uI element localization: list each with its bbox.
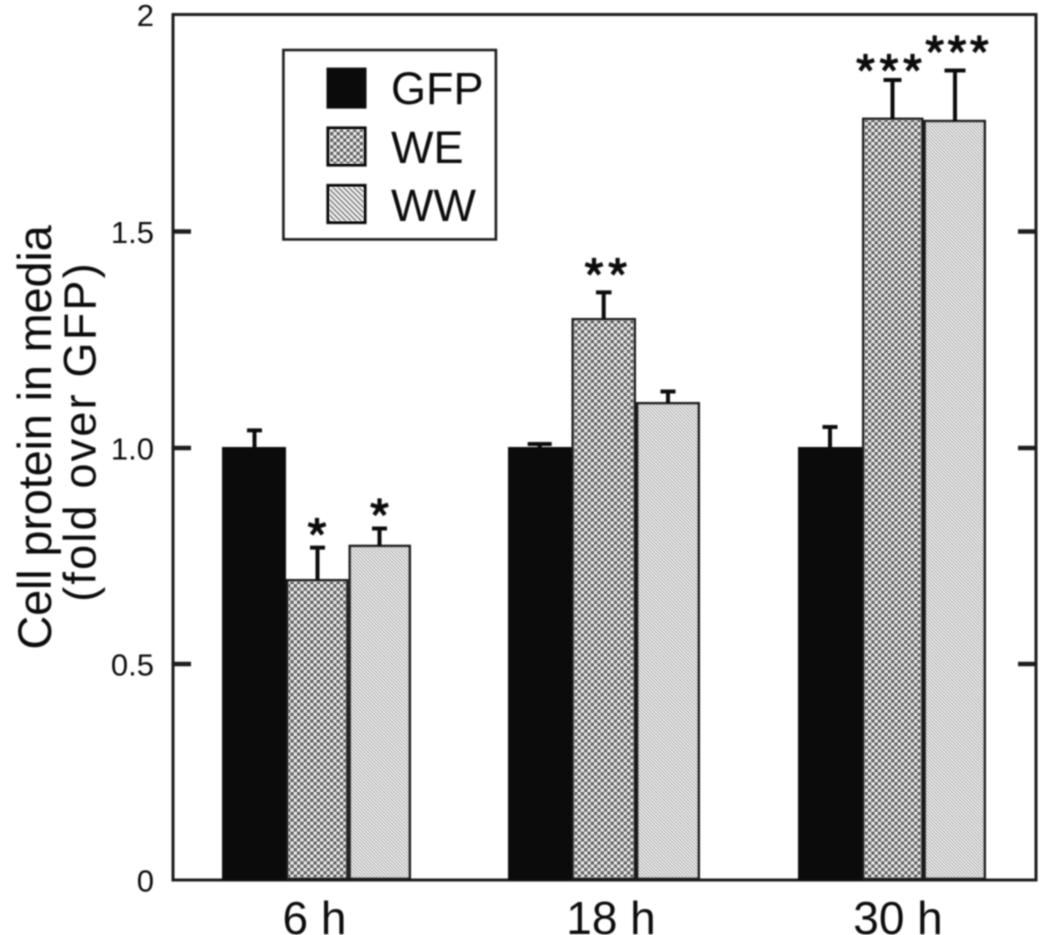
svg-text:30 h: 30 h [853, 892, 943, 935]
svg-text:WE: WE [391, 122, 464, 173]
svg-text:(fold over GFP): (fold over GFP) [55, 261, 106, 602]
svg-text:1.5: 1.5 [111, 215, 154, 250]
svg-text:2: 2 [137, 0, 154, 33]
svg-text:Cell protein in media: Cell protein in media [8, 224, 61, 649]
svg-text:6 h: 6 h [283, 892, 347, 935]
svg-text:GFP: GFP [391, 63, 484, 114]
svg-text:1.0: 1.0 [111, 432, 154, 467]
svg-text:18 h: 18 h [566, 892, 656, 935]
svg-text:WW: WW [391, 180, 476, 231]
svg-text:0.5: 0.5 [111, 648, 154, 683]
svg-text:0: 0 [137, 864, 154, 899]
